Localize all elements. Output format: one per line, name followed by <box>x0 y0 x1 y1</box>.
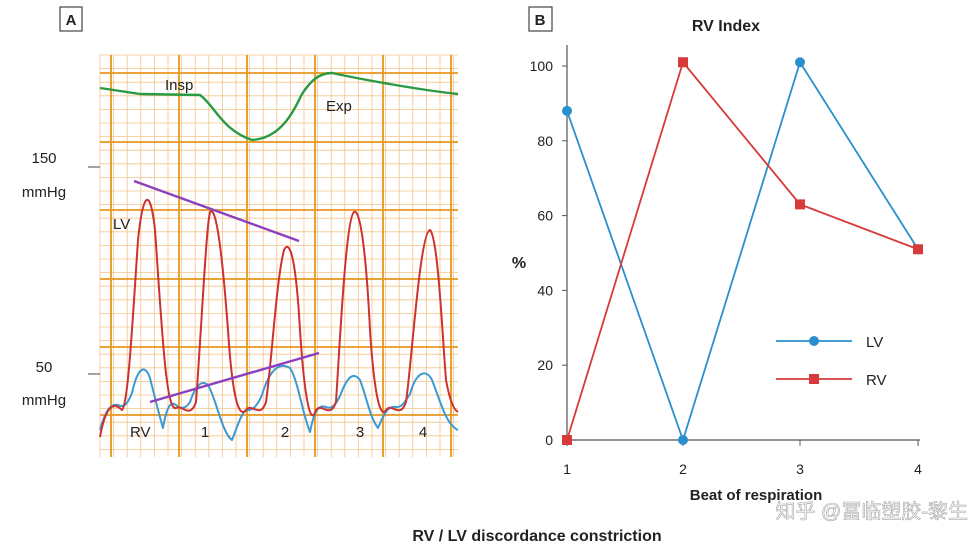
y-tick-label: 80 <box>537 133 553 149</box>
lv-trend-line <box>133 179 300 243</box>
legend-rv-label: RV <box>866 372 887 389</box>
series-line-rv <box>566 60 919 441</box>
data-point-lv <box>678 435 688 445</box>
data-point-rv <box>795 199 805 210</box>
panel-a-label: A <box>66 12 77 29</box>
x-axis-ticks: 1 2 3 4 <box>563 440 922 477</box>
y-tick-unit-150: mmHg <box>22 184 66 201</box>
legend: LV RV <box>776 334 887 389</box>
data-point-lv <box>562 105 572 116</box>
y-tick-label: 20 <box>537 357 553 373</box>
legend-lv-label: LV <box>866 334 883 351</box>
series-line-lv <box>566 60 919 443</box>
data-point-rv <box>913 244 923 255</box>
y-tick-label-150: 150 <box>31 150 56 167</box>
y-axis-ticks: 0 20 40 60 80 100 <box>530 58 567 448</box>
x-axis-label: Beat of respiration <box>690 487 823 504</box>
strip-background <box>100 55 458 457</box>
watermark: 知乎 @冨临塑胶-黎生 <box>775 500 968 523</box>
beat-label-2: 2 <box>281 424 289 441</box>
y-tick-label-50: 50 <box>36 359 53 376</box>
data-point-rv <box>562 435 572 445</box>
y-tick-unit-50: mmHg <box>22 392 66 409</box>
rv-trace-label: RV <box>130 424 151 441</box>
panel-a-label-box <box>59 6 83 32</box>
panel-b-label: B <box>535 12 546 29</box>
lv-trace-label: LV <box>113 216 130 233</box>
y-tick-label: 40 <box>537 282 553 298</box>
lv-pressure-trace <box>99 198 459 438</box>
panel-b-label-box <box>528 6 553 32</box>
panel-b: B RV Index % Beat of respiration 0 20 40 60… <box>512 6 923 504</box>
chart-title: RV Index <box>692 18 760 35</box>
y-tick-label: 100 <box>530 58 554 74</box>
rv-trend-line <box>149 351 320 404</box>
series-layer <box>562 57 923 445</box>
beat-label-3: 3 <box>356 424 364 441</box>
data-point-rv <box>678 57 688 68</box>
y-tick-label: 0 <box>545 432 553 448</box>
legend-rv-marker <box>809 374 819 384</box>
beat-label-1: 1 <box>201 424 209 441</box>
respiration-trace <box>99 71 459 142</box>
y-axis-label: % <box>512 255 526 272</box>
figure-caption: RV / LV discordance constriction <box>412 528 661 545</box>
panel-a: A 150 mmHg 50 mmHg Insp Exp LV RV 1 2 3 … <box>22 6 459 457</box>
x-tick-label: 2 <box>679 461 687 477</box>
x-tick-label: 1 <box>563 461 571 477</box>
data-point-lv <box>795 57 805 68</box>
x-tick-label: 4 <box>914 461 922 477</box>
legend-lv-marker <box>809 336 819 346</box>
y-tick-label: 60 <box>537 208 553 224</box>
insp-label: Insp <box>165 77 193 94</box>
beat-label-4: 4 <box>419 424 427 441</box>
exp-label: Exp <box>326 98 352 115</box>
x-tick-label: 3 <box>796 461 804 477</box>
